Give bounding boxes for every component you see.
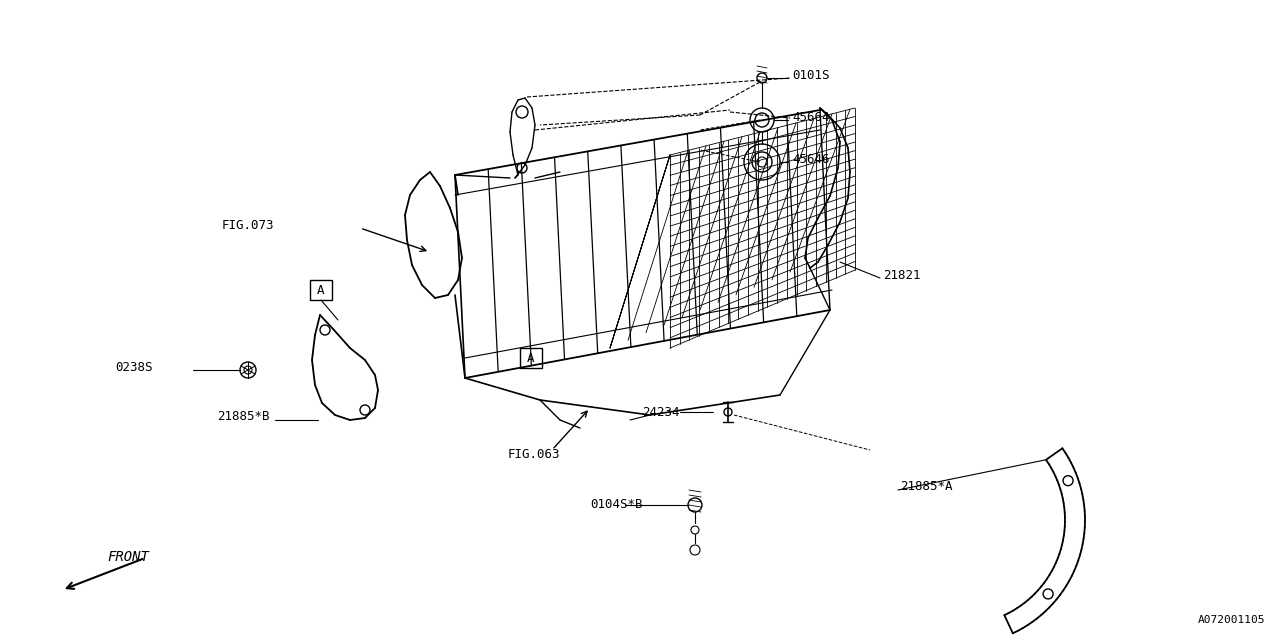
Text: FIG.063: FIG.063	[508, 449, 561, 461]
Text: 0104S*B: 0104S*B	[590, 499, 643, 511]
Bar	[520, 348, 541, 368]
Text: A: A	[317, 284, 325, 296]
Text: 0101S: 0101S	[792, 68, 829, 81]
Text: 0238S: 0238S	[115, 360, 152, 374]
Text: 45646: 45646	[792, 152, 829, 166]
Text: 21885*B: 21885*B	[218, 410, 270, 424]
Bar	[310, 280, 332, 300]
Text: 21821: 21821	[883, 269, 920, 282]
Text: 24234: 24234	[643, 406, 680, 419]
Text: A: A	[527, 351, 535, 365]
Text: 21885*A: 21885*A	[900, 481, 952, 493]
Text: FRONT: FRONT	[108, 550, 148, 564]
Text: A072001105: A072001105	[1198, 615, 1265, 625]
Text: 45664: 45664	[792, 111, 829, 124]
Text: FIG.073: FIG.073	[221, 218, 274, 232]
